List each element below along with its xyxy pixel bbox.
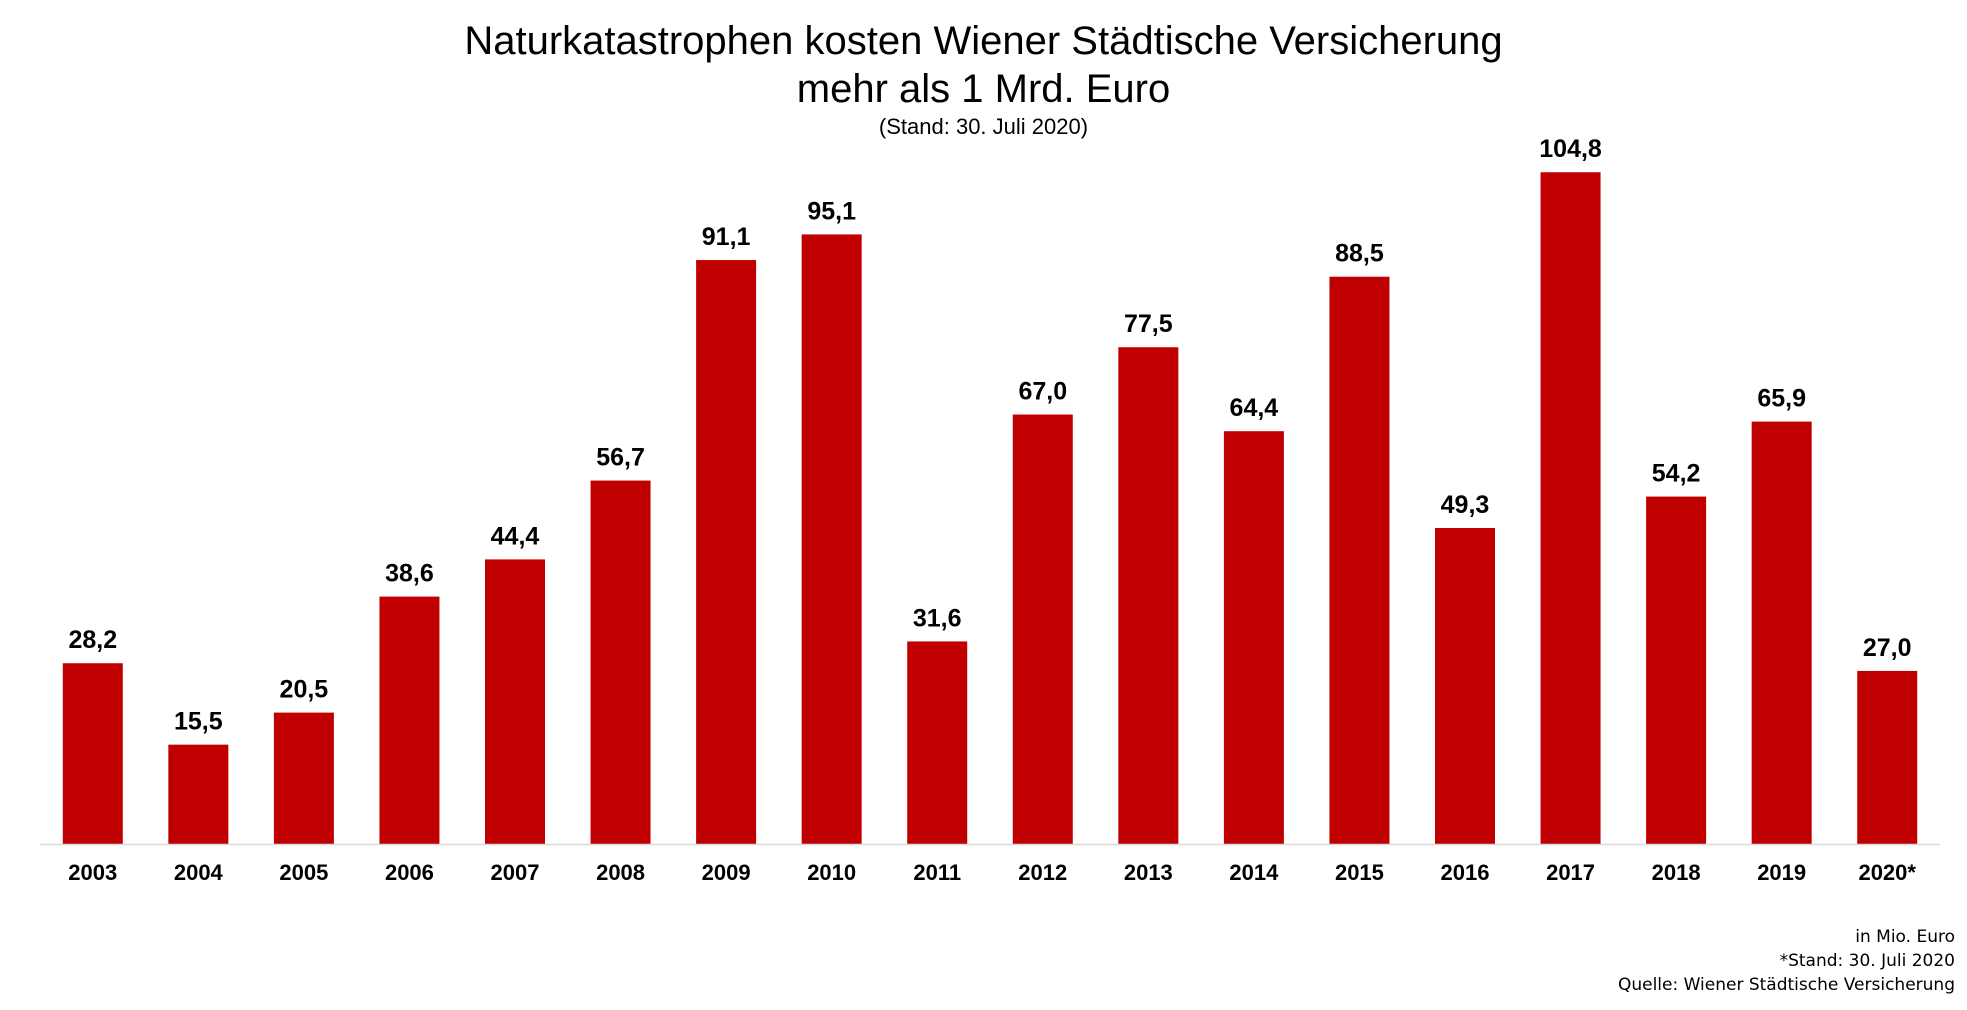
asterisk-note: *Stand: 30. Juli 2020 [1779,951,1955,971]
data-label-2012: 67,0 [1018,378,1067,406]
x-tick-label-2005: 2005 [279,860,328,885]
x-tick-label-2018: 2018 [1652,860,1701,885]
data-label-2018: 54,2 [1652,460,1701,488]
x-tick-label-2020: 2020* [1858,860,1916,885]
data-label-2007: 44,4 [491,522,540,550]
bar-2013 [1118,347,1179,844]
bar-2009 [696,260,757,844]
data-label-2006: 38,6 [385,560,434,588]
footnotes: in Mio. Euro *Stand: 30. Juli 2020 Quell… [1618,925,1955,997]
x-tick-label-2016: 2016 [1441,860,1490,885]
x-tick-label-2003: 2003 [68,860,117,885]
data-label-2004: 15,5 [174,708,223,736]
data-label-2009: 91,1 [702,223,751,251]
data-label-2020: 27,0 [1863,634,1912,662]
x-tick-label-2004: 2004 [174,860,224,885]
x-tick-label-2011: 2011 [913,860,961,885]
data-label-2019: 65,9 [1757,385,1806,413]
data-label-2010: 95,1 [807,197,856,225]
source-note: Quelle: Wiener Städtische Versicherung [1617,975,1955,995]
bar-2010 [801,234,862,844]
data-label-2015: 88,5 [1335,240,1384,268]
bar-group [62,172,1918,845]
x-tick-label-2007: 2007 [491,860,540,885]
chart-title-line2: mehr als 1 Mrd. Euro [796,67,1171,111]
x-tick-label-2012: 2012 [1018,860,1067,885]
x-tick-label-2015: 2015 [1335,860,1384,885]
data-label-2014: 64,4 [1230,394,1279,422]
bar-2016 [1435,527,1495,844]
bar-2014 [1223,431,1284,844]
chart-subtitle: (Stand: 30. Juli 2020) [878,114,1089,139]
unit-note: in Mio. Euro [1855,927,1955,947]
x-tick-label-2014: 2014 [1229,860,1279,885]
data-label-2016: 49,3 [1441,491,1490,519]
x-tick-label-2006: 2006 [385,860,434,885]
bar-2003 [62,663,123,844]
x-tick-label-2019: 2019 [1757,860,1806,885]
data-label-2011: 31,6 [913,604,962,632]
data-label-2008: 56,7 [596,444,645,472]
x-tick-label-2013: 2013 [1124,860,1173,885]
data-label-2013: 77,5 [1124,310,1173,338]
bar-2007 [485,559,545,844]
x-tick-label-2008: 2008 [596,860,645,885]
bar-2012 [1012,414,1073,844]
bar-2018 [1646,496,1707,844]
bar-2017 [1540,172,1601,844]
bar-2006 [379,596,440,844]
bar-2019 [1751,421,1812,844]
data-label-2005: 20,5 [280,676,329,704]
bar-2020 [1857,670,1918,844]
data-label-2017: 104,8 [1539,135,1602,163]
bar-2008 [590,480,651,844]
data-label-2003: 28,2 [68,626,117,654]
bar-2004 [168,744,229,844]
data-label-group: 28,2 15,5 20,5 38,6 44,4 56,7 91,1 95,1 31,6 67,0… [68,135,1911,735]
x-tick-label-group: 2003 2004 2005 2006 2007 2008 2009 2010 2011 2012… [68,860,1916,885]
x-tick-label-2010: 2010 [807,860,856,885]
bar-2005 [273,712,334,844]
chart-title-line1: Naturkatastrophen kosten Wiener Städtisc… [464,19,1503,63]
bar-2011 [907,641,968,844]
x-tick-label-2017: 2017 [1546,860,1595,885]
x-tick-label-2009: 2009 [702,860,751,885]
bar-2015 [1329,276,1390,845]
